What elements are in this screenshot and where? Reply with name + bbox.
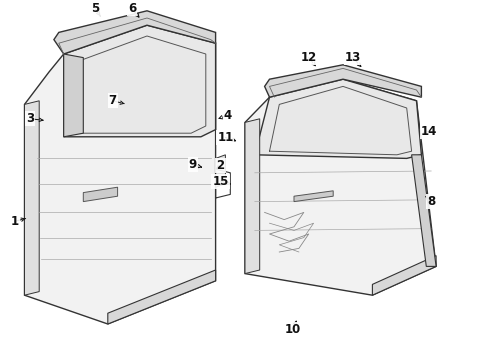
Text: 6: 6: [128, 3, 136, 15]
Text: 11: 11: [217, 131, 234, 144]
Text: 15: 15: [212, 175, 229, 188]
Polygon shape: [216, 155, 225, 187]
Polygon shape: [245, 79, 436, 295]
Text: 1: 1: [11, 215, 19, 228]
Text: 3: 3: [26, 112, 34, 125]
Polygon shape: [64, 25, 216, 137]
Text: 10: 10: [285, 323, 301, 336]
Text: 9: 9: [189, 158, 196, 171]
Text: 7: 7: [109, 94, 117, 107]
Polygon shape: [265, 65, 421, 97]
Polygon shape: [24, 25, 216, 324]
Polygon shape: [294, 191, 333, 202]
Polygon shape: [24, 101, 39, 295]
Polygon shape: [64, 54, 83, 137]
Text: 5: 5: [92, 3, 99, 15]
Polygon shape: [412, 155, 436, 266]
Text: 13: 13: [344, 51, 361, 64]
Text: 4: 4: [224, 109, 232, 122]
Polygon shape: [83, 187, 118, 202]
Polygon shape: [108, 270, 216, 324]
Text: 2: 2: [217, 159, 224, 172]
Text: 14: 14: [420, 125, 437, 138]
Polygon shape: [255, 79, 421, 158]
Polygon shape: [372, 256, 436, 295]
Polygon shape: [245, 119, 260, 274]
Polygon shape: [54, 11, 216, 54]
Text: 12: 12: [300, 51, 317, 64]
Text: 8: 8: [427, 195, 435, 208]
